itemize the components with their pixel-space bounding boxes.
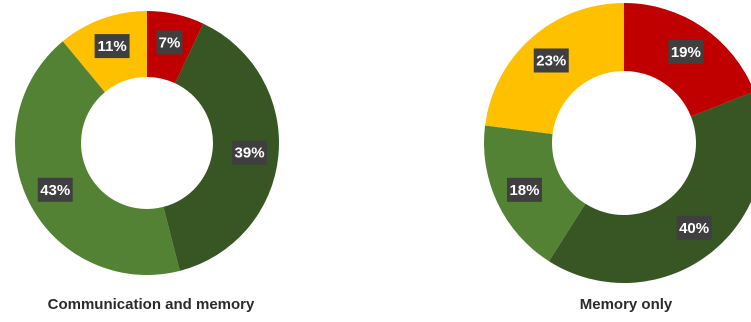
- donut-1-data-label-1: 40%: [679, 220, 709, 237]
- donut-1-label-box-0: [668, 40, 704, 65]
- donut-1-slice-1: [548, 92, 751, 283]
- donut-0-label-box-3: [94, 34, 130, 59]
- donut-chart-memory-only: 19% 40% 18% 23%: [483, 3, 751, 283]
- donut-1-data-label-3: 23%: [536, 52, 566, 69]
- donut-0-slice-2: [15, 41, 180, 275]
- donut-1-label-box-2: [506, 177, 542, 202]
- donut-0-data-label-0: 7%: [159, 34, 181, 51]
- donut-1-data-label-2: 18%: [509, 182, 539, 199]
- donut-0-data-label-3: 11%: [98, 38, 127, 55]
- donut-1-label-box-1: [676, 215, 712, 240]
- donut-0-label-box-2: [37, 177, 73, 202]
- chart-title-communication-and-memory: Communication and memory: [47, 296, 255, 313]
- donut-0-slice-1: [163, 23, 279, 271]
- chart-title-memory-only: Memory only: [579, 296, 673, 313]
- donut-chart-communication-and-memory: 7% 39% 43% 11%: [15, 10, 279, 275]
- donut-0-label-box-1: [232, 140, 268, 165]
- donut-0-data-label-2: 43%: [40, 182, 70, 199]
- donut-1-label-box-3: [533, 48, 569, 73]
- donut-0-data-label-1: 39%: [235, 145, 265, 162]
- donut-1-data-label-0: 19%: [671, 44, 701, 61]
- donut-0-label-box-0: [156, 30, 183, 55]
